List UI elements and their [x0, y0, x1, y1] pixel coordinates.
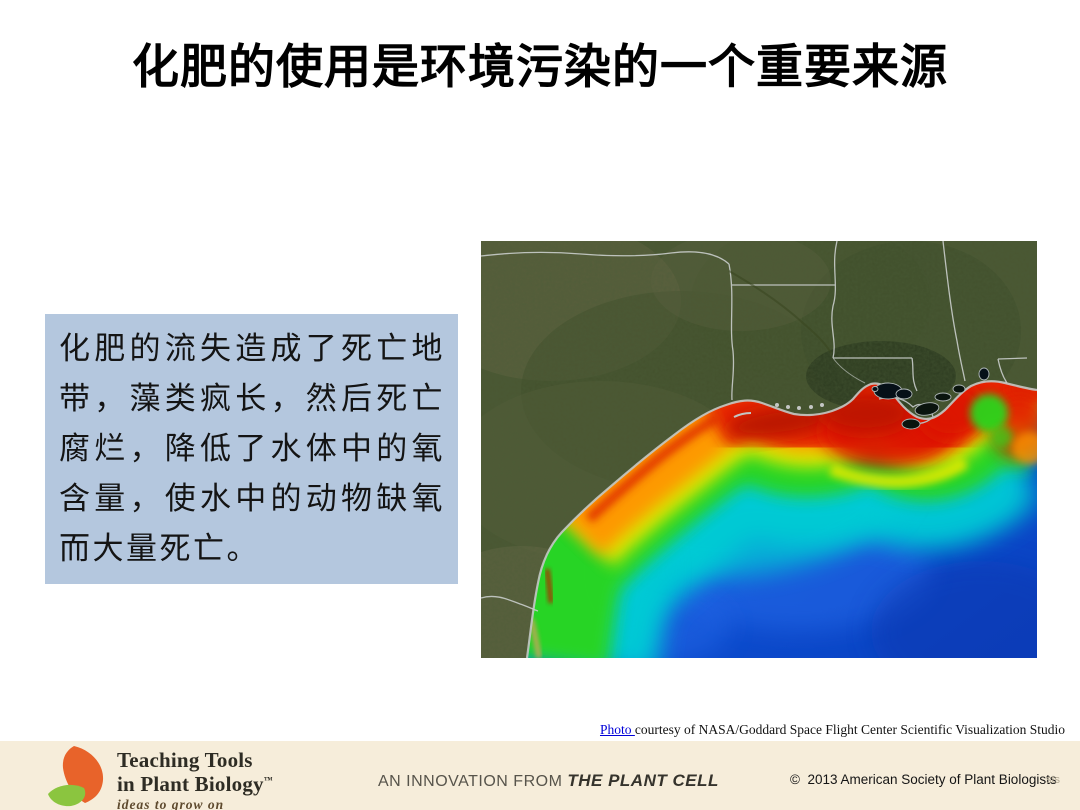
leaf-logo-icon: [48, 746, 104, 807]
body-text: 化肥的流失造成了死亡地带，藻类疯长，然后死亡腐烂，降低了水体中的氧含量，使水中的…: [59, 331, 445, 566]
watermark-text: sts: [1046, 774, 1061, 786]
logo-text: Teaching Tools in Plant Biology™ ideas to…: [117, 750, 273, 810]
gulf-dead-zone-map: [481, 241, 1037, 658]
red-river: [728, 270, 832, 354]
logo-title: Teaching Tools in Plant Biology™: [117, 748, 273, 796]
delta-lakes: [871, 367, 990, 430]
photo-credit: Photo courtesy of NASA/Goddard Space Fli…: [465, 722, 1065, 738]
logo-tagline: ideas to grow on: [117, 797, 225, 810]
slide-title: 化肥的使用是环境污染的一个重要来源: [132, 40, 948, 93]
trademark-symbol: ™: [263, 775, 273, 785]
body-text-box: 化肥的流失造成了死亡地带，藻类疯长，然后死亡腐烂，降低了水体中的氧含量，使水中的…: [45, 314, 458, 584]
copyright-text: © 2013 American Society of Plant Biologi…: [790, 772, 1057, 787]
credit-text: courtesy of NASA/Goddard Space Flight Ce…: [634, 722, 1065, 737]
ttpb-logo: Teaching Tools in Plant Biology™ ideas to…: [47, 744, 377, 810]
innovation-text: AN INNOVATION FROM THE PLANT CELL: [378, 771, 719, 791]
logo-line2: in Plant Biology: [117, 772, 264, 796]
coastline: [525, 380, 1037, 658]
plant-cell-brand: THE PLANT CELL: [567, 771, 719, 790]
footer-bar: Teaching Tools in Plant Biology™ ideas to…: [0, 741, 1080, 810]
state-borders: [481, 241, 1028, 612]
logo-line1: Teaching Tools: [117, 748, 253, 772]
innovation-prefix: AN INNOVATION FROM: [378, 773, 568, 790]
satellite-image: [481, 241, 1037, 658]
photo-link[interactable]: Photo: [599, 722, 635, 737]
